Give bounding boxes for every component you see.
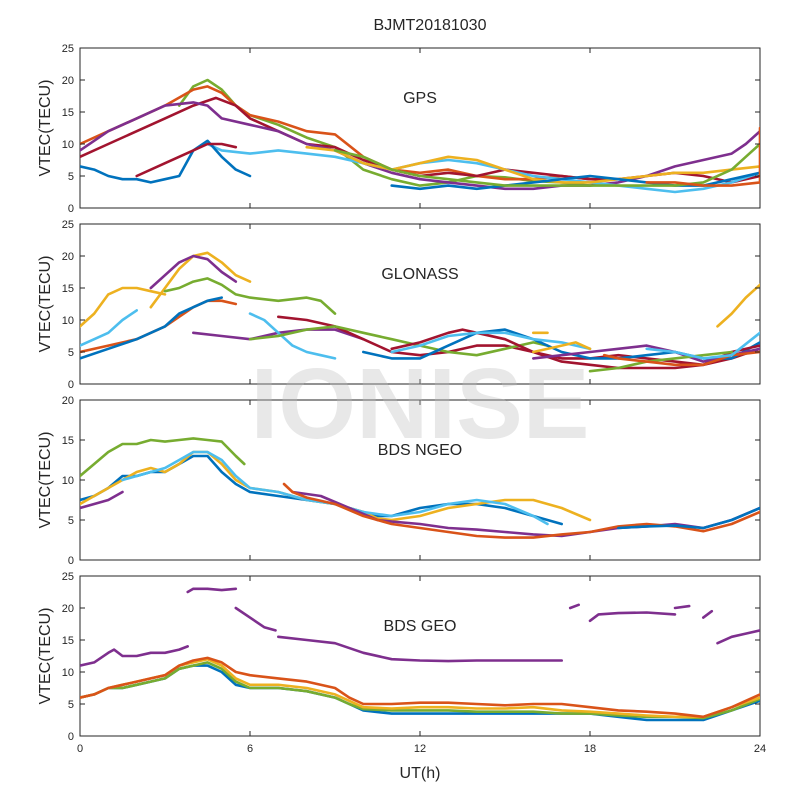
x-tick-label: 12 xyxy=(414,743,426,755)
y-tick-label: 10 xyxy=(62,475,74,487)
y-axis-label: VTEC(TECU) xyxy=(37,256,54,353)
series-line xyxy=(206,142,760,194)
series-line xyxy=(80,296,223,360)
panel-bds-geo: 0 5 10 15 20 25 0 6 12 18 24 VTEC(TECU) BDS GEO xyxy=(37,571,766,755)
y-tick-label: 15 xyxy=(62,435,74,447)
series-line xyxy=(149,254,238,290)
series-line xyxy=(80,661,760,720)
series-line xyxy=(234,606,277,632)
y-tick-label: 20 xyxy=(62,395,74,407)
series-line xyxy=(80,437,246,478)
x-tick-label: 6 xyxy=(247,743,253,755)
panel-label: BDS GEO xyxy=(384,618,457,635)
series-line xyxy=(80,85,592,181)
y-tick-label: 5 xyxy=(68,171,74,183)
y-tick-label: 10 xyxy=(62,315,74,327)
series-line xyxy=(702,609,714,619)
y-tick-label: 20 xyxy=(62,251,74,263)
series-line xyxy=(80,286,167,328)
series-line xyxy=(532,341,592,354)
panel-label: GLONASS xyxy=(381,266,458,283)
series-line xyxy=(80,299,238,354)
series-line xyxy=(80,101,760,191)
y-tick-label: 5 xyxy=(68,515,74,527)
y-tick-label: 15 xyxy=(62,107,74,119)
figure-title: BJMT20181030 xyxy=(374,17,487,34)
panel-glonass: 0 5 10 15 20 25 VTEC(TECU) GLONASS xyxy=(37,219,761,391)
series-group xyxy=(80,251,760,373)
y-tick-label: 20 xyxy=(62,603,74,615)
y-tick-label: 15 xyxy=(62,635,74,647)
panel-bds-ngeo: 0 5 10 15 20 VTEC(TECU) BDS NGEO xyxy=(37,395,761,567)
series-line xyxy=(80,656,760,719)
y-tick-label: 25 xyxy=(62,219,74,231)
series-group xyxy=(80,437,760,539)
axes-box xyxy=(79,399,761,561)
series-line xyxy=(390,331,592,354)
series-line xyxy=(135,142,238,178)
panel-gps: 0 5 10 15 20 25 VTEC(TECU) GPS xyxy=(37,43,761,215)
series-line xyxy=(80,309,138,347)
y-axis-label: VTEC(TECU) xyxy=(37,608,54,705)
y-tick-label: 5 xyxy=(68,699,74,711)
series-group xyxy=(80,587,760,722)
series-line xyxy=(149,251,252,309)
y-tick-label: 5 xyxy=(68,347,74,359)
series-line xyxy=(588,350,733,373)
y-axis-label: VTEC(TECU) xyxy=(37,80,54,177)
series-line xyxy=(645,331,760,360)
series-line xyxy=(248,325,549,357)
y-tick-label: 0 xyxy=(68,203,74,215)
series-line xyxy=(716,283,760,328)
y-tick-label: 0 xyxy=(68,379,74,391)
series-line xyxy=(277,315,760,367)
series-line xyxy=(716,629,760,645)
series-line xyxy=(80,139,252,184)
series-line xyxy=(617,506,760,530)
series-line xyxy=(186,587,238,594)
series-line xyxy=(305,145,760,184)
y-axis-label: VTEC(TECU) xyxy=(37,432,54,529)
series-line xyxy=(80,645,189,667)
y-tick-label: 15 xyxy=(62,283,74,295)
series-line xyxy=(121,450,549,526)
series-group xyxy=(80,78,760,194)
series-line xyxy=(333,142,760,187)
x-axis-label: UT(h) xyxy=(400,765,441,782)
x-tick-label: 24 xyxy=(754,743,766,755)
watermark: IONISE xyxy=(251,348,590,460)
series-line xyxy=(277,635,563,663)
y-tick-label: 20 xyxy=(62,75,74,87)
y-tick-label: 0 xyxy=(68,555,74,567)
y-tick-label: 25 xyxy=(62,571,74,583)
x-tick-label: 0 xyxy=(77,743,83,755)
panels: 0 5 10 15 20 25 VTEC(TECU) GPS 0 5 10 15 20 25 VTEC(TE… xyxy=(37,43,766,755)
series-line xyxy=(645,126,760,187)
y-tick-label: 0 xyxy=(68,731,74,743)
y-tick-label: 10 xyxy=(62,139,74,151)
y-tick-label: 10 xyxy=(62,667,74,679)
series-line xyxy=(588,611,677,623)
series-line xyxy=(163,277,337,315)
panel-label: GPS xyxy=(403,90,437,107)
series-line xyxy=(673,604,691,610)
x-tick-label: 18 xyxy=(584,743,596,755)
y-tick-label: 25 xyxy=(62,43,74,55)
panel-label: BDS NGEO xyxy=(378,442,462,459)
series-line xyxy=(568,603,580,610)
series-line xyxy=(80,490,124,510)
series-line xyxy=(248,312,337,360)
